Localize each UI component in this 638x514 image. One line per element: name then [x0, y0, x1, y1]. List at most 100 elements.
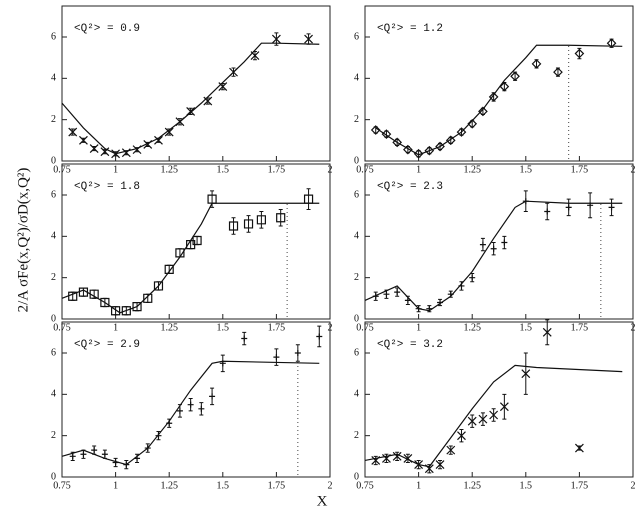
data-point	[435, 141, 445, 152]
data-point	[111, 306, 121, 316]
annotation: <Q²> = 3.2	[377, 339, 443, 351]
x-tick-label: 1	[113, 322, 118, 333]
annotation: <Q²> = 2.3	[377, 181, 443, 193]
x-tick-label: 2	[328, 480, 333, 491]
data-point	[501, 239, 508, 246]
error-bar	[210, 190, 215, 208]
y-tick-label: 4	[354, 73, 359, 84]
data-point	[203, 96, 213, 106]
data-point	[69, 453, 76, 460]
data-point	[608, 204, 615, 211]
data-point	[403, 453, 413, 463]
data-point	[243, 219, 254, 229]
x-axis-label: X	[317, 493, 328, 509]
y-tick-label: 0	[354, 155, 359, 166]
data-point	[370, 125, 381, 135]
data-point	[478, 106, 488, 117]
data-point	[553, 67, 563, 77]
data-point	[458, 282, 465, 289]
data-point	[78, 287, 89, 297]
data-point	[392, 137, 403, 148]
y-tick-label: 0	[354, 313, 359, 324]
data-point	[403, 144, 413, 155]
data-point	[437, 299, 444, 306]
data-point	[490, 245, 497, 252]
data-point	[303, 194, 314, 204]
data-point	[79, 135, 88, 145]
x-tick-label: 1.25	[463, 322, 481, 333]
data-point	[143, 140, 153, 149]
y-tick-label: 2	[354, 430, 359, 441]
annotation: <Q²> = 1.8	[74, 181, 140, 193]
error-bar	[306, 188, 311, 210]
data-point	[132, 302, 142, 312]
data-point	[488, 92, 499, 102]
x-tick-label: 1.5	[217, 322, 230, 333]
data-point	[521, 369, 531, 379]
theory-curve	[364, 200, 623, 312]
data-point	[192, 235, 202, 246]
data-point	[273, 354, 280, 361]
data-point	[68, 127, 78, 137]
data-point	[100, 147, 110, 157]
data-point	[394, 289, 401, 296]
y-tick-label: 2	[51, 272, 56, 283]
data-point	[209, 393, 216, 400]
y-tick-label: 6	[51, 347, 56, 358]
panel-frame	[61, 321, 331, 478]
panel-frame	[364, 163, 634, 320]
y-axis-label: 2/A σFe(x,Q²)/σD(x,Q²)	[15, 168, 31, 313]
data-point	[123, 461, 130, 468]
y-tick-label: 6	[51, 31, 56, 42]
data-point	[111, 149, 121, 159]
x-tick-label: 1.25	[463, 164, 481, 175]
data-point	[414, 460, 424, 470]
data-point	[89, 144, 99, 154]
panel-frame	[364, 321, 634, 478]
error-bar	[81, 287, 86, 297]
data-point	[154, 135, 163, 145]
x-tick-label: 1.5	[217, 164, 230, 175]
y-tick-label: 0	[51, 471, 56, 482]
x-tick-label: 1	[113, 164, 118, 175]
data-point	[415, 305, 422, 312]
data-point	[175, 117, 185, 127]
data-point	[447, 291, 454, 298]
data-point	[565, 204, 572, 211]
panel-frame	[61, 5, 331, 162]
data-point	[467, 118, 478, 129]
data-point	[457, 431, 466, 441]
y-tick-label: 4	[51, 389, 56, 400]
error-bar	[246, 215, 251, 233]
data-point	[80, 451, 87, 458]
y-tick-label: 2	[354, 272, 359, 283]
data-point	[219, 360, 226, 367]
data-point	[276, 213, 286, 223]
error-bar	[102, 297, 107, 308]
data-point	[467, 416, 477, 426]
data-point	[198, 405, 205, 412]
y-tick-label: 0	[51, 313, 56, 324]
data-point	[89, 289, 99, 299]
x-tick-label: 1	[113, 480, 118, 491]
data-point	[229, 67, 238, 77]
y-tick-label: 6	[354, 189, 359, 200]
data-point	[166, 420, 173, 427]
data-point	[218, 82, 228, 92]
data-point	[382, 453, 391, 463]
data-point	[316, 333, 323, 340]
data-point	[186, 240, 196, 250]
x-tick-label: 1.75	[571, 480, 589, 491]
data-point	[121, 306, 131, 316]
data-point	[499, 81, 510, 92]
theory-curve	[375, 44, 623, 156]
data-point	[392, 451, 402, 461]
data-point	[207, 194, 217, 204]
x-tick-label: 1.5	[520, 322, 533, 333]
data-point	[143, 293, 153, 303]
data-point	[175, 248, 185, 258]
data-point	[134, 455, 141, 462]
x-tick-label: 1	[416, 164, 421, 175]
data-point	[445, 135, 456, 146]
x-tick-label: 1.25	[463, 480, 481, 491]
